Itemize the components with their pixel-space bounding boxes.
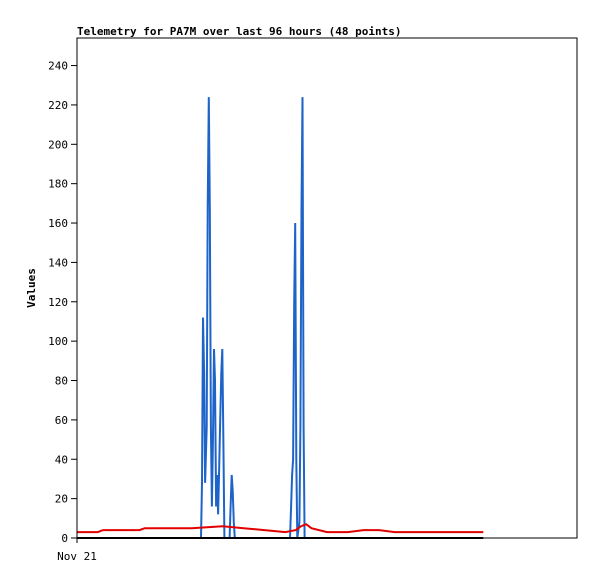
y-tick-label: 160	[48, 217, 68, 230]
y-axis-ticks: 0 20 40 60 80 100 120 140 160 180 200 220 240	[48, 60, 77, 545]
y-tick-label: 220	[48, 99, 68, 112]
y-tick-label: 40	[55, 453, 68, 466]
y-tick-label: 80	[55, 375, 68, 388]
y-tick-label: 100	[48, 335, 68, 348]
chart-title: Telemetry for PA7M over last 96 hours (4…	[77, 25, 402, 38]
y-axis-label: Values	[25, 268, 38, 308]
series-line-2	[77, 523, 484, 534]
y-tick-label: 240	[48, 60, 68, 73]
y-tick-label: 140	[48, 256, 68, 269]
y-tick-label: 60	[55, 414, 68, 427]
y-tick-label: 180	[48, 178, 68, 191]
series-line-1	[200, 97, 306, 539]
y-tick-label: 20	[55, 493, 68, 506]
x-tick-label: Nov 21	[57, 550, 97, 563]
y-tick-label: 120	[48, 296, 68, 309]
x-axis-ticks: Nov 21	[57, 538, 97, 563]
plot-frame	[76, 37, 578, 539]
y-tick-label: 0	[61, 532, 68, 545]
y-tick-label: 200	[48, 138, 68, 151]
